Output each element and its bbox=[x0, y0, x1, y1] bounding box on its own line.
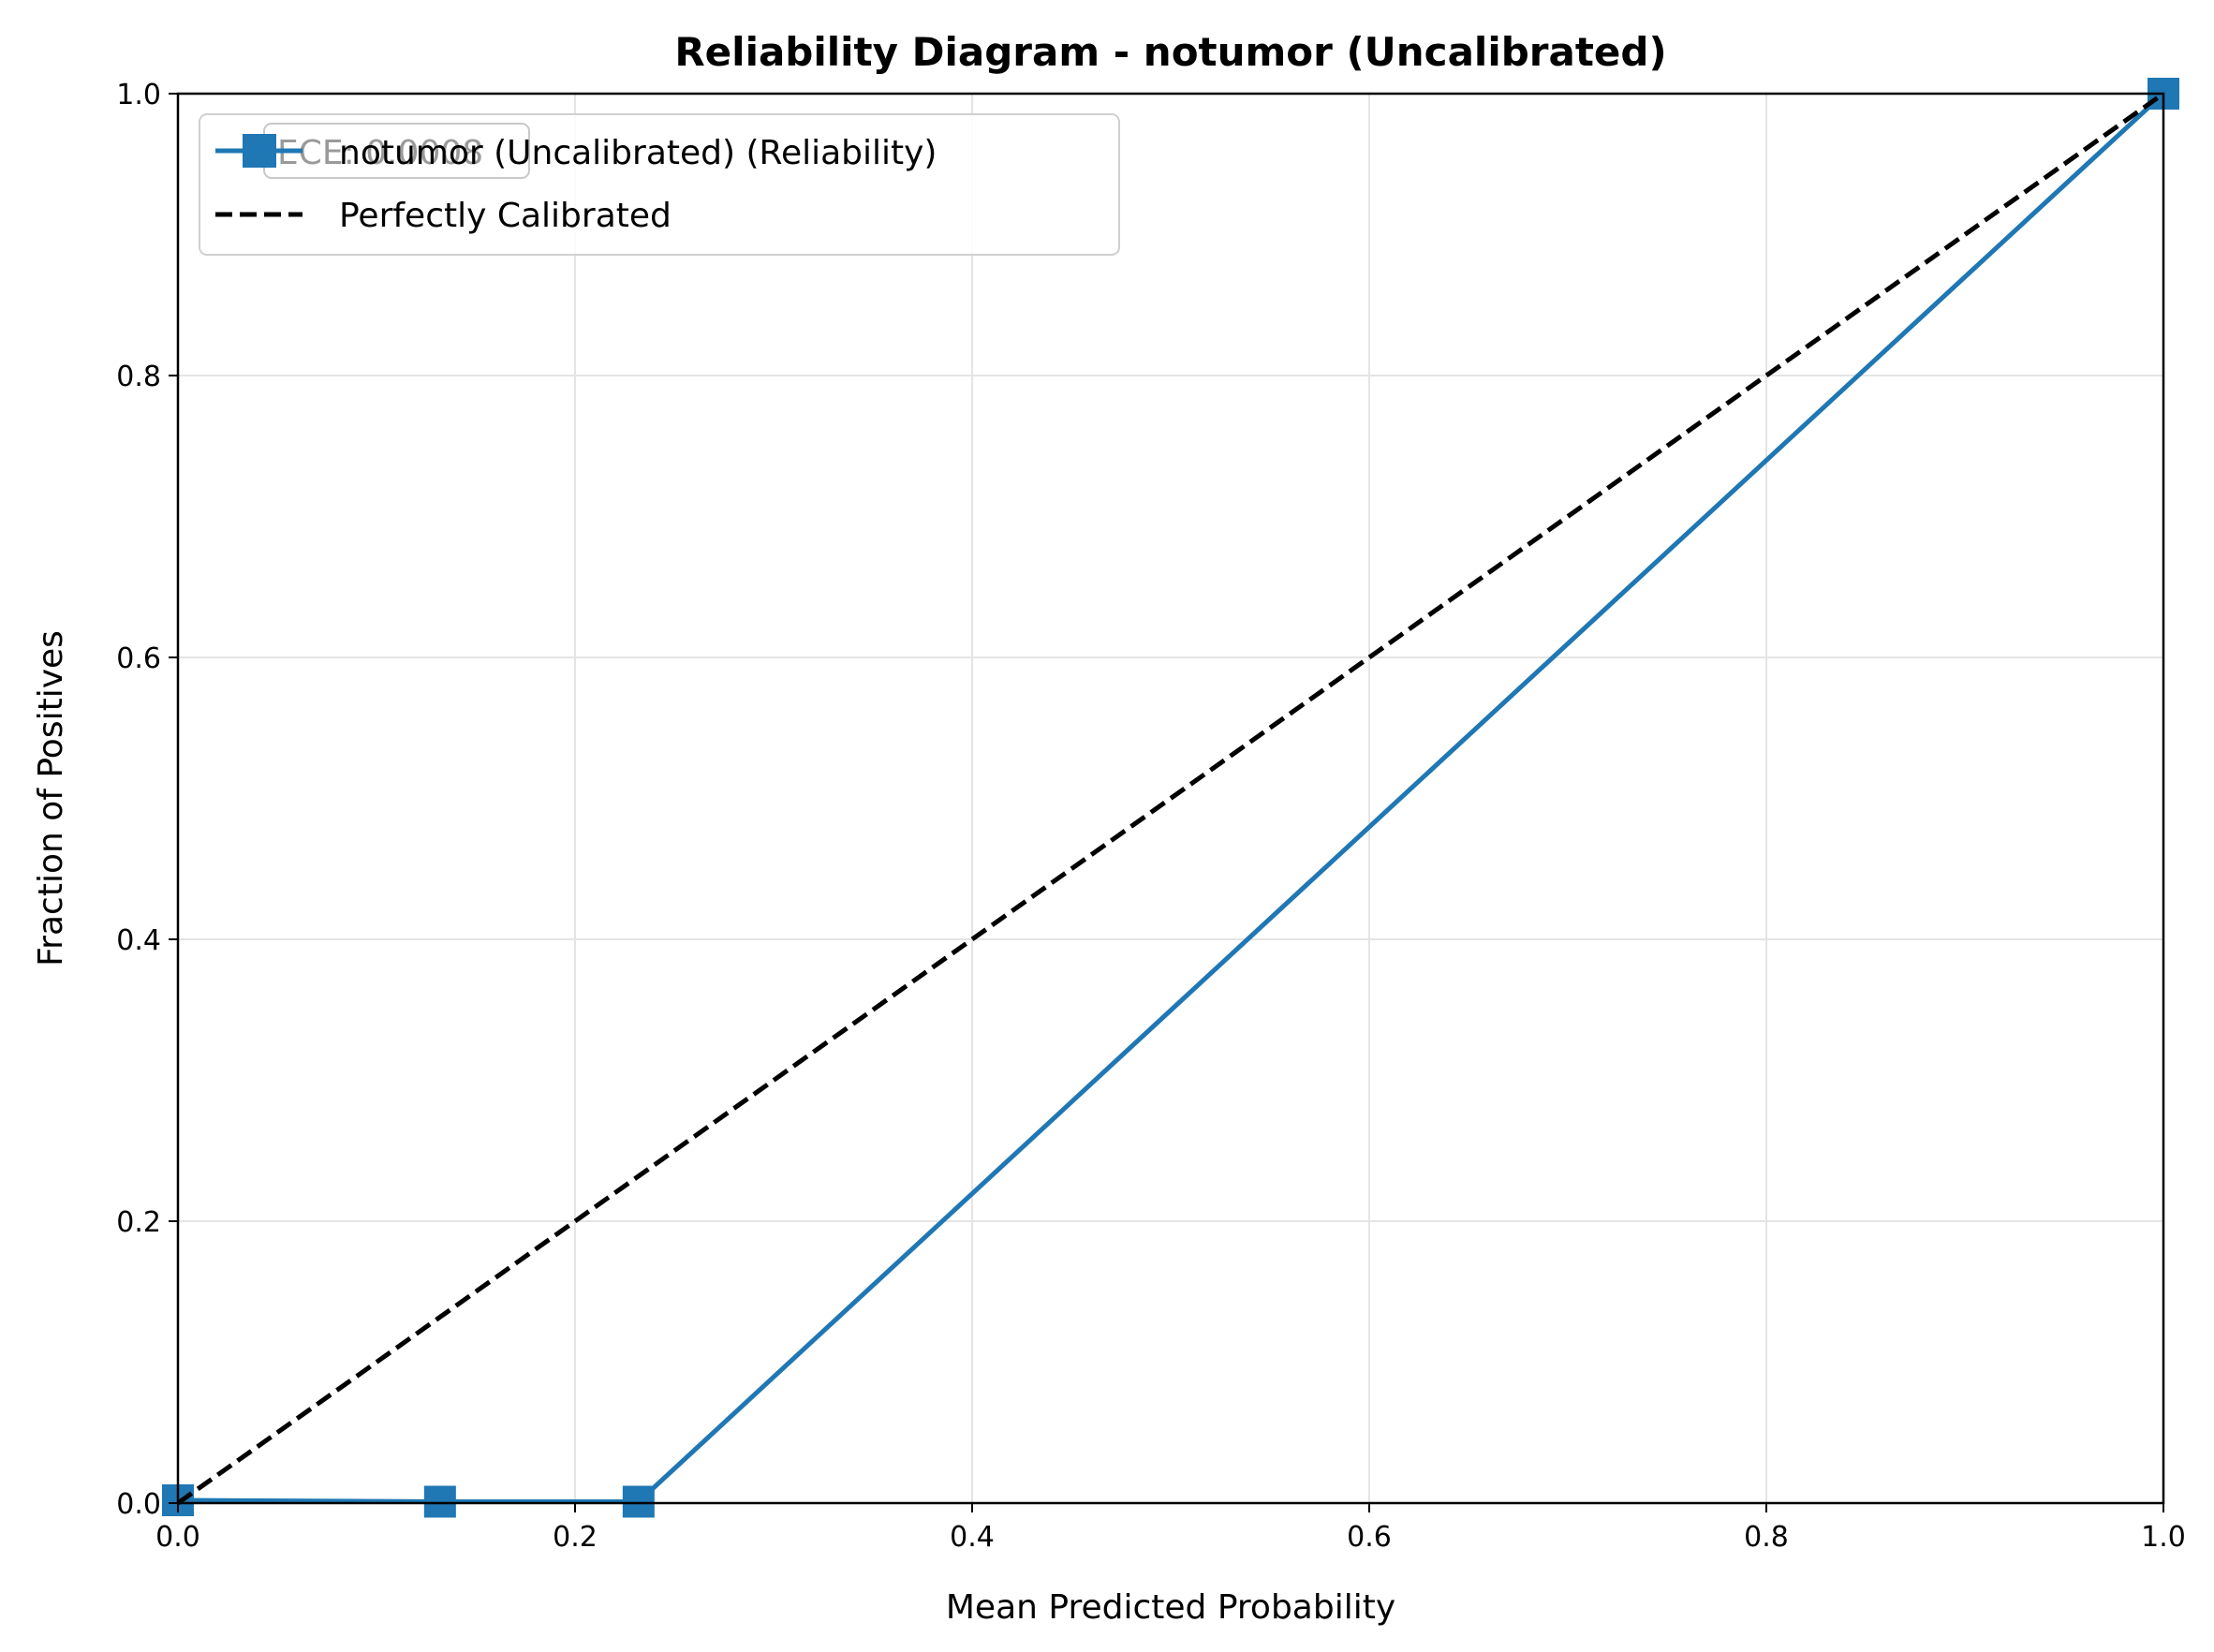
legend-reliability-label: notumor (Uncalibrated) (Reliability) bbox=[339, 134, 937, 172]
x-axis-label: Mean Predicted Probability bbox=[946, 1588, 1395, 1627]
reliability-line bbox=[177, 92, 2165, 1504]
y-tick-label: 0.4 bbox=[116, 924, 161, 957]
y-tick-label: 0.8 bbox=[116, 361, 161, 393]
y-axis-label: Fraction of Positives bbox=[32, 630, 70, 966]
axis-ticks: 0.0 0.2 0.4 0.6 0.8 1.0 0.0 0.2 0.4 0.6 0.8 1.0 bbox=[116, 79, 2186, 1554]
reliability-point bbox=[622, 1485, 655, 1518]
legend-perfect-label: Perfectly Calibrated bbox=[339, 197, 672, 235]
grid-lines bbox=[177, 93, 2164, 1504]
x-tick-label: 0.6 bbox=[1347, 1521, 1392, 1554]
x-tick-label: 0.0 bbox=[155, 1521, 200, 1554]
x-tick-label: 0.4 bbox=[950, 1521, 995, 1554]
legend-reliability-marker bbox=[243, 134, 276, 168]
reliability-point bbox=[423, 1485, 456, 1518]
x-tick-label: 0.2 bbox=[553, 1521, 598, 1554]
y-tick-label: 0.0 bbox=[116, 1488, 161, 1521]
x-tick-label: 0.8 bbox=[1744, 1521, 1789, 1554]
ece-annotation: ECE: 0.0008 bbox=[277, 134, 483, 172]
y-tick-label: 0.2 bbox=[116, 1206, 161, 1239]
chart-title: Reliability Diagram - notumor (Uncalibra… bbox=[674, 29, 1666, 75]
y-tick-label: 1.0 bbox=[116, 79, 161, 111]
perfect-calibration-line bbox=[176, 91, 2165, 1506]
series-layer bbox=[162, 78, 2179, 1518]
y-tick-label: 0.6 bbox=[116, 642, 161, 675]
plot-frame bbox=[176, 92, 2165, 1505]
x-tick-label: 1.0 bbox=[2141, 1521, 2186, 1554]
